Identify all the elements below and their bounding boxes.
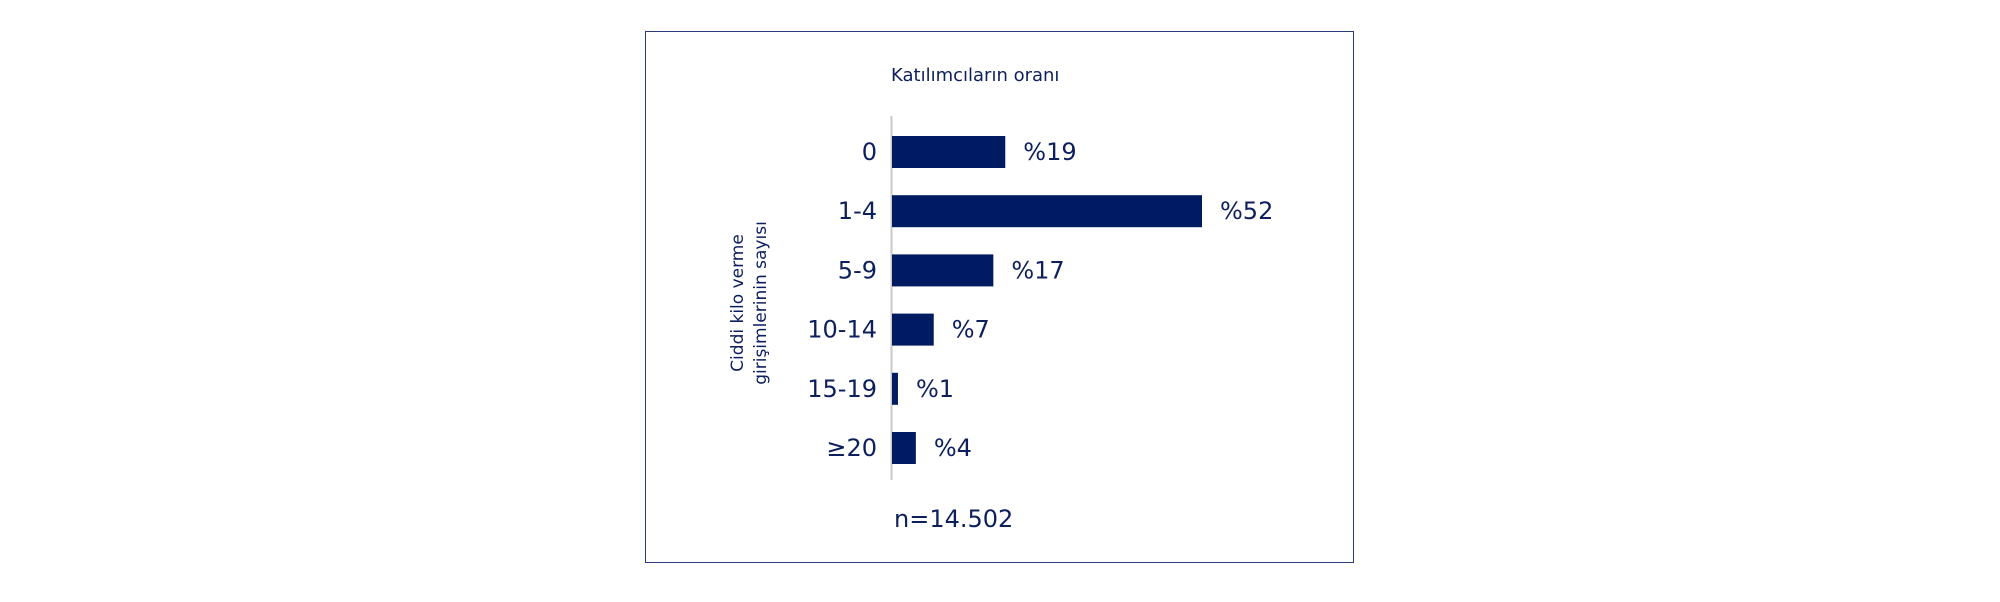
y-axis-title-line-1: Ciddi kilo verme bbox=[728, 234, 748, 372]
category-label-4: 15-19 bbox=[807, 375, 877, 403]
category-label-5: ≥20 bbox=[826, 434, 877, 462]
y-axis-title: Ciddi kilo verme girişimlerinin sayısı bbox=[728, 221, 771, 385]
value-label-4: %1 bbox=[916, 375, 954, 403]
value-label-3: %7 bbox=[952, 316, 990, 344]
category-label-1: 1-4 bbox=[838, 197, 877, 225]
bar-2 bbox=[892, 254, 994, 287]
chart-frame bbox=[645, 31, 1354, 563]
bar-1 bbox=[892, 195, 1202, 228]
value-label-2: %17 bbox=[1011, 256, 1064, 284]
value-label-0: %19 bbox=[1023, 138, 1076, 166]
value-label-5: %4 bbox=[934, 434, 972, 462]
y-axis-title-line-2: girişimlerinin sayısı bbox=[751, 221, 771, 385]
category-label-3: 10-14 bbox=[807, 316, 877, 344]
chart-top-label: Katılımcıların oranı bbox=[891, 65, 1059, 86]
bars-group: 0 %19 1-4 %52 5-9 %17 10-14 %7 15-19 %1 ≥20 %4 bbox=[807, 136, 1273, 464]
category-label-2: 5-9 bbox=[838, 256, 877, 284]
sample-size-note: n=14.502 bbox=[894, 505, 1013, 533]
value-label-1: %52 bbox=[1220, 197, 1273, 225]
bar-4 bbox=[892, 372, 898, 405]
bar-0 bbox=[892, 136, 1006, 168]
bar-3 bbox=[892, 313, 934, 346]
category-label-0: 0 bbox=[862, 138, 877, 166]
bar-5 bbox=[892, 432, 916, 464]
